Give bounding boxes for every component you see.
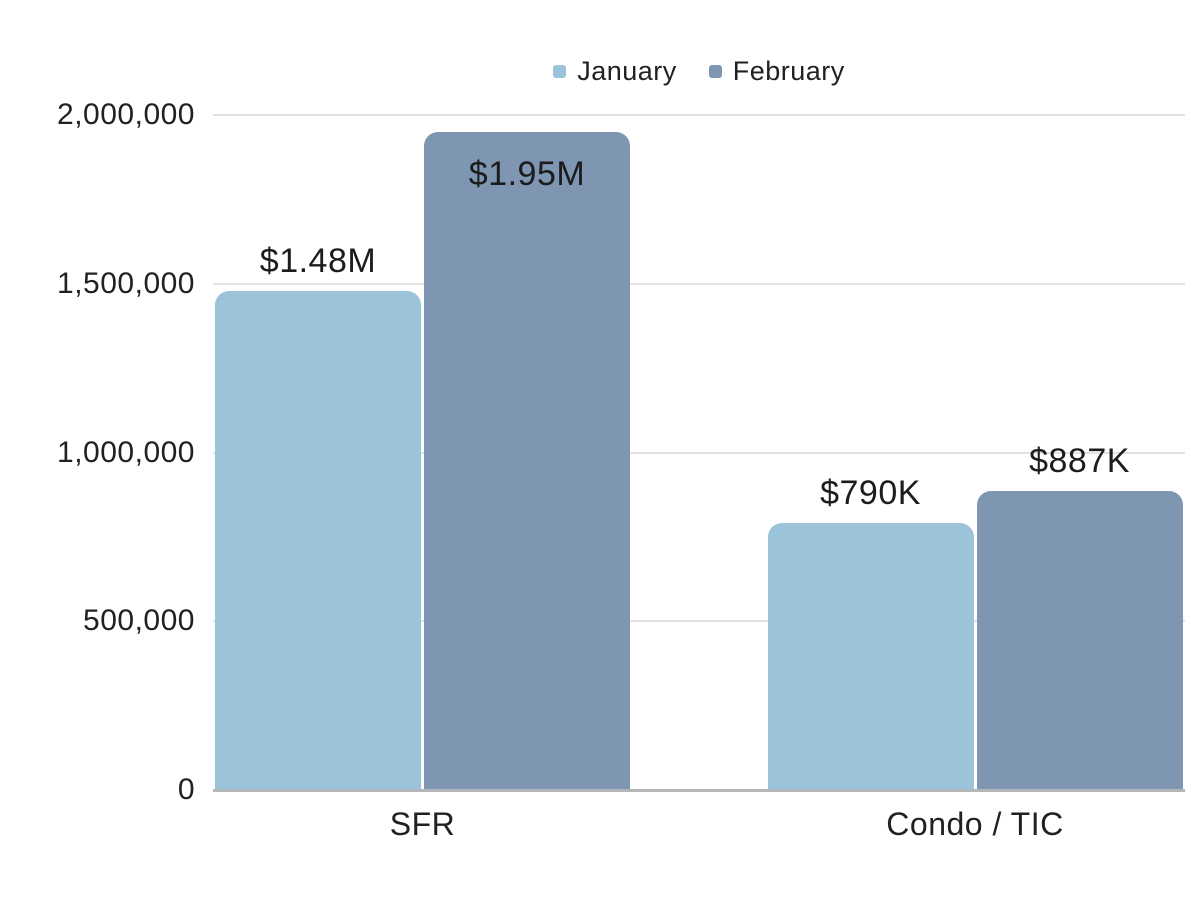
legend: January February xyxy=(213,56,1185,87)
value-label-february-condo-tic: $887K xyxy=(1029,441,1130,480)
legend-label: February xyxy=(732,56,845,86)
bar-january-sfr xyxy=(215,290,421,790)
y-tick-label: 2,000,000 xyxy=(57,98,195,131)
y-tick-label: 1,500,000 xyxy=(57,266,195,300)
gridline xyxy=(213,114,1185,116)
bar-february-sfr xyxy=(424,131,630,790)
gridline xyxy=(213,451,1185,454)
bar-february-condo-tic xyxy=(976,490,1183,790)
gridline xyxy=(213,282,1185,285)
legend-swatch-january xyxy=(553,65,567,78)
y-tick-label: 0 xyxy=(177,773,195,806)
legend-item-february: February xyxy=(708,56,845,87)
legend-item-january: January xyxy=(553,56,677,87)
legend-label: January xyxy=(577,56,677,86)
y-tick-label: 500,000 xyxy=(83,604,195,638)
value-label-january-sfr: $1.48M xyxy=(259,241,377,280)
category-label-condo-tic: Condo / TIC xyxy=(886,806,1064,842)
value-label-february-sfr: $1.95M xyxy=(468,154,586,193)
legend-swatch-february xyxy=(708,65,722,78)
bar-january-condo-tic xyxy=(767,523,974,790)
y-tick-label: 1,000,000 xyxy=(57,435,195,469)
x-axis-line xyxy=(213,789,1185,792)
gridline xyxy=(213,620,1185,623)
category-label-sfr: SFR xyxy=(389,806,456,842)
value-label-january-condo-tic: $790K xyxy=(820,474,921,513)
